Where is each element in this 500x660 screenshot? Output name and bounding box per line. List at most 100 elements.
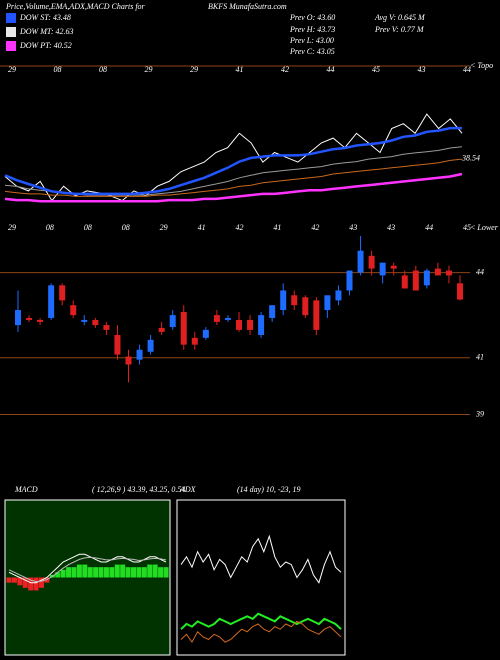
candle-body xyxy=(70,305,77,316)
corner-label: < Lower xyxy=(470,223,499,232)
candle-body xyxy=(412,270,419,291)
line xyxy=(4,158,463,197)
corner-label: < Topo xyxy=(470,61,493,70)
x-tick-label: 42 xyxy=(236,223,244,232)
histogram-bar xyxy=(147,564,153,578)
histogram-bar xyxy=(55,572,61,578)
x-tick-label: 44 xyxy=(463,65,471,74)
x-tick-label: 45 xyxy=(372,65,380,74)
histogram-bar xyxy=(38,577,44,588)
histogram-bar xyxy=(71,567,77,578)
legend-swatch xyxy=(6,27,16,37)
candle-body xyxy=(92,319,99,326)
x-tick-label: 42 xyxy=(311,223,319,232)
y-tick-label: 41 xyxy=(476,353,484,362)
x-tick-label: 41 xyxy=(236,65,244,74)
histogram-bar xyxy=(60,569,66,578)
x-tick-label: 08 xyxy=(54,65,62,74)
x-tick-label: 43 xyxy=(387,223,395,232)
candle-body xyxy=(258,315,265,335)
histogram-bar xyxy=(66,567,72,578)
candle-body xyxy=(81,319,88,322)
candle-body xyxy=(213,315,220,322)
candle-body xyxy=(457,283,463,300)
histogram-bar xyxy=(82,564,88,578)
x-tick-label: 08 xyxy=(122,223,130,232)
histogram-bar xyxy=(131,567,137,578)
candle-body xyxy=(346,270,353,291)
histogram-bar xyxy=(98,567,104,578)
legend-label: DOW MT: 42.63 xyxy=(19,27,74,36)
x-tick-label: 29 xyxy=(190,65,198,74)
candle-body xyxy=(302,297,309,316)
line xyxy=(180,620,342,644)
candle-body xyxy=(158,327,165,332)
stat: Prev H: 43.73 xyxy=(289,25,335,34)
line xyxy=(8,553,167,584)
panel-subtitle: (14 day) 10, -23, 19 xyxy=(237,485,301,494)
candle-body xyxy=(15,310,21,326)
candle-body xyxy=(180,312,187,345)
candle-body xyxy=(224,317,231,320)
x-tick-label: 41 xyxy=(198,223,206,232)
x-tick-label: 29 xyxy=(8,65,16,74)
legend-swatch xyxy=(6,41,16,51)
candle-body xyxy=(114,335,121,355)
x-tick-label: 08 xyxy=(99,65,107,74)
stat: Prev L: 43.00 xyxy=(289,36,334,45)
stat: Prev O: 43.60 xyxy=(289,13,335,22)
candle-body xyxy=(313,300,320,330)
histogram-bar xyxy=(114,564,120,578)
histogram-bar xyxy=(125,567,131,578)
candle-body xyxy=(247,319,254,330)
histogram-bar xyxy=(87,567,93,578)
histogram-bar xyxy=(158,567,164,578)
histogram-bar xyxy=(141,567,147,578)
stat: Prev C: 43.05 xyxy=(289,47,335,56)
candle-body xyxy=(147,339,154,352)
y-tick-label: 39 xyxy=(475,409,484,418)
legend-label: DOW PT: 40.52 xyxy=(19,41,72,50)
stat: Avg V: 0.645 M xyxy=(374,13,426,22)
y-tick-label: 44 xyxy=(476,267,484,276)
y-tick-label: 38.54 xyxy=(461,153,480,162)
candle-body xyxy=(37,319,44,322)
x-tick-label: 29 xyxy=(8,223,16,232)
line xyxy=(180,612,342,630)
candle-body xyxy=(445,270,452,276)
histogram-bar xyxy=(120,564,126,578)
histogram-bar xyxy=(76,564,82,578)
candle-body xyxy=(335,290,342,301)
histogram-bar xyxy=(109,567,115,578)
candle-body xyxy=(48,285,55,318)
candle-body xyxy=(59,285,66,301)
histogram-bar xyxy=(22,577,28,588)
histogram-bar xyxy=(33,577,39,591)
candle-body xyxy=(169,315,176,328)
candle-body xyxy=(434,268,441,276)
panel-subtitle: ( 12,26,9 ) 43.39, 43.25, 0.54 xyxy=(92,485,185,494)
candle-body xyxy=(324,295,331,311)
x-tick-label: 43 xyxy=(418,65,426,74)
x-tick-label: 29 xyxy=(160,223,168,232)
x-tick-label: 45 xyxy=(463,223,471,232)
x-tick-label: 08 xyxy=(84,223,92,232)
candle-body xyxy=(103,325,110,330)
line xyxy=(180,534,342,584)
candle-body xyxy=(368,255,375,269)
candle-body xyxy=(357,250,364,273)
candle-body xyxy=(379,262,386,276)
x-tick-label: 44 xyxy=(425,223,433,232)
panel-title: ADX xyxy=(179,485,197,494)
histogram-bar xyxy=(28,577,34,591)
line xyxy=(4,126,462,196)
candle-body xyxy=(269,305,276,318)
candle-body xyxy=(390,265,397,269)
panel xyxy=(176,499,346,656)
line xyxy=(8,556,167,583)
histogram-bar xyxy=(93,567,99,578)
x-tick-label: 41 xyxy=(273,223,281,232)
x-tick-label: 43 xyxy=(349,223,357,232)
candle-body xyxy=(136,349,143,360)
candle-body xyxy=(125,356,132,365)
